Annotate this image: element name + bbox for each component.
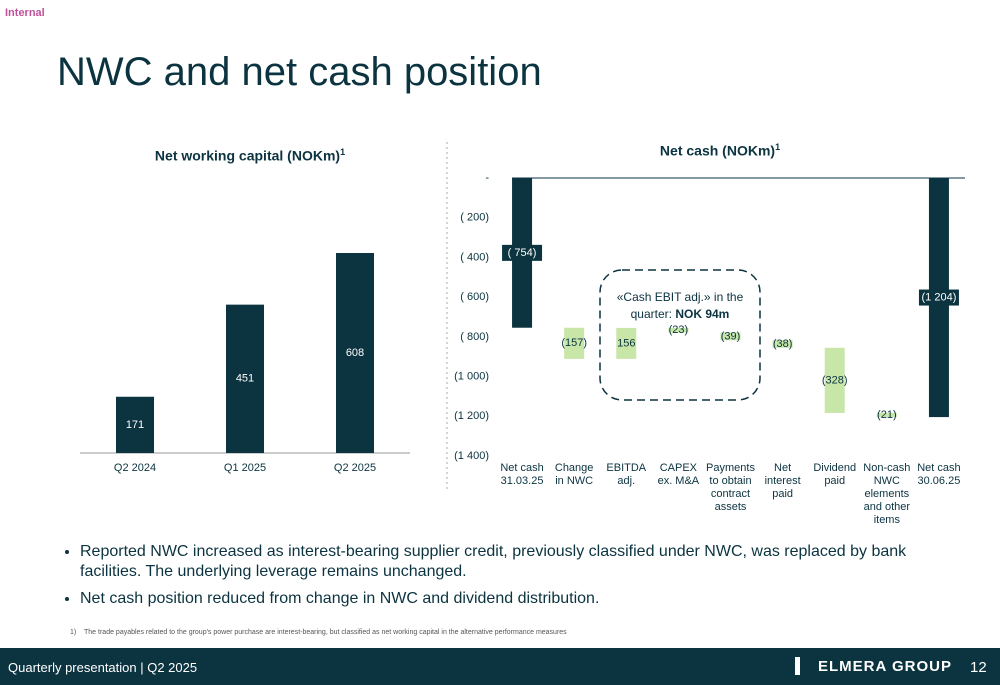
logo-icon — [795, 657, 811, 675]
value-label: 171 — [126, 419, 144, 431]
annotation-box — [599, 269, 761, 401]
change-bar — [564, 327, 585, 359]
footer-bar: Quarterly presentation | Q2 2025 ELMERA … — [0, 648, 1000, 685]
x-tick-label: Change in NWC — [554, 462, 594, 487]
value-label: 156 — [617, 337, 635, 349]
page-number: 12 — [970, 659, 987, 676]
footnote: 1) The trade payables related to the gro… — [70, 629, 567, 636]
value-label: (21) — [877, 409, 897, 421]
change-bar — [720, 332, 741, 341]
chart-title: Net working capital (NOKm)1 — [100, 147, 400, 164]
bullet: Net cash position reduced from change in… — [80, 589, 960, 609]
y-tick-label: (1 200) — [454, 410, 489, 422]
x-tick-label: Non-cash NWC elements and other items — [863, 462, 911, 526]
title-note: 1 — [340, 147, 346, 157]
label-bg — [918, 289, 959, 306]
bullet: Reported NWC increased as interest-beari… — [80, 542, 960, 582]
value-label: (328) — [822, 374, 848, 386]
bar — [336, 253, 374, 453]
footer-text: Quarterly presentation | Q2 2025 — [8, 660, 198, 675]
label-bg — [502, 244, 543, 261]
change-bar — [616, 327, 637, 359]
title-text: Net working capital (NOKm) — [154, 147, 341, 164]
x-tick-label: Dividend paid — [813, 462, 857, 487]
value-label: (157) — [561, 337, 587, 349]
bar — [226, 304, 264, 453]
x-tick-label: Net interest paid — [764, 462, 801, 500]
y-tick-label: ( 400) — [460, 251, 489, 263]
footnote-marker: 1) — [70, 629, 77, 636]
logo-text: ELMERA GROUP — [818, 658, 952, 675]
change-bar — [824, 347, 845, 413]
annotation-emphasis: NOK 94m — [675, 307, 730, 321]
y-tick-label: ( 200) — [460, 212, 489, 224]
bar — [116, 396, 154, 453]
value-label: ( 754) — [508, 247, 537, 259]
y-tick-label: ( 800) — [460, 331, 489, 343]
y-tick-label: (1 400) — [454, 450, 489, 462]
value-label: 608 — [346, 347, 364, 359]
value-label: (23) — [669, 324, 689, 336]
x-tick-label: CAPEX ex. M&A — [657, 462, 700, 487]
change-bar — [668, 327, 689, 333]
value-label: (38) — [773, 338, 793, 350]
x-tick-label: Net cash 30.06.25 — [917, 462, 961, 487]
title-text: Net cash (NOKm) — [659, 142, 776, 159]
change-bar — [772, 340, 793, 348]
x-tick-label: Net cash 31.03.25 — [500, 462, 544, 487]
title-note: 1 — [775, 142, 781, 152]
y-tick-label: ( 600) — [460, 291, 489, 303]
x-tick-label: Q2 2025 — [333, 462, 377, 474]
bullets: Reported NWC increased as interest-beari… — [58, 542, 960, 616]
x-tick-label: Payments to obtain contract assets — [706, 462, 755, 513]
y-tick-label: - — [485, 172, 489, 184]
chart-title: Net cash (NOKm)1 — [570, 142, 870, 159]
footnote-text: The trade payables related to the group'… — [84, 629, 567, 636]
change-bar — [876, 412, 897, 418]
classification-tag: Internal — [5, 7, 45, 19]
annotation: «Cash EBIT adj.» in the quarter: NOK 94m — [605, 289, 755, 323]
x-tick-label: EBITDA adj. — [606, 462, 647, 487]
slide-title: NWC and net cash position — [57, 50, 542, 94]
value-label: 451 — [236, 373, 254, 385]
y-tick-label: (1 000) — [454, 370, 489, 382]
annotation-text: «Cash EBIT adj.» in the quarter: — [616, 290, 744, 321]
x-tick-label: Q2 2024 — [113, 462, 157, 474]
value-label: (39) — [721, 330, 741, 342]
x-tick-label: Q1 2025 — [223, 462, 267, 474]
value-label: (1 204) — [922, 291, 957, 303]
